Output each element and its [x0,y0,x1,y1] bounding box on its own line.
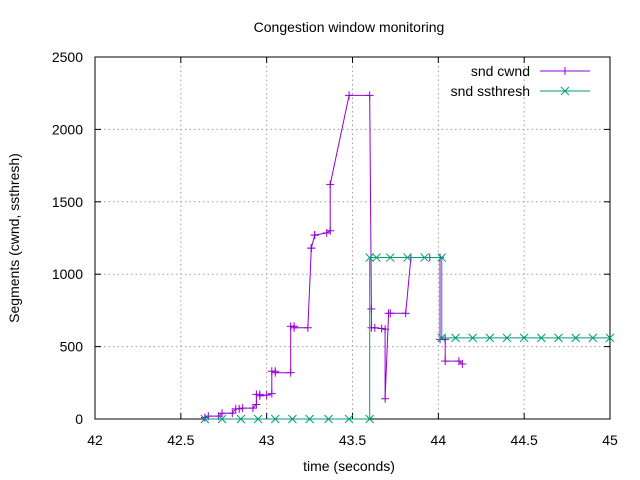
data-point [324,414,333,424]
data-point [365,414,375,424]
data-point [307,244,316,253]
data-point [420,253,429,262]
data-point [485,333,495,343]
data-point [228,409,237,418]
data-point [270,414,280,424]
data-point [441,335,450,344]
series-ssthresh [200,253,615,424]
y-tick-label: 1000 [52,266,83,282]
data-point [236,414,246,424]
data-point [326,180,335,189]
data-point [345,91,354,100]
data-point [381,394,390,403]
data-point [365,253,375,262]
x-tick-label: 42.5 [167,432,194,448]
data-point [437,333,447,343]
data-point [305,414,314,424]
data-point [554,333,563,343]
data-point [286,368,295,377]
data-point [468,333,478,343]
data-point [200,414,210,424]
legend-marker [561,67,569,75]
data-point [605,333,615,343]
data-point [372,253,381,262]
data-point [288,414,297,424]
data-point [290,323,299,332]
data-point [519,333,529,343]
data-point [502,333,512,343]
data-point [238,404,247,413]
data-point [218,409,227,418]
y-axis-label: Segments (cwnd, ssthresh) [6,153,22,323]
grid-lines [95,57,610,419]
y-tick-label: 1500 [52,194,83,210]
data-point [386,309,395,318]
data-point [451,333,460,343]
data-point [322,228,331,237]
x-tick-label: 43 [259,432,275,448]
data-point [377,324,386,333]
axis-tick-labels: 42 42.5 43 43.5 44 44.5 45 0 500 1000 1500 2000 2500 [52,49,618,448]
series-cwnd [200,91,467,422]
data-point [437,253,447,262]
x-tick-label: 44.5 [511,432,538,448]
data-point [365,91,374,100]
data-point [267,389,276,398]
x-tick-label: 43.5 [339,432,366,448]
data-point [367,304,376,313]
data-point [271,368,280,377]
y-tick-label: 0 [75,411,83,427]
data-point [217,414,227,424]
data-point [381,325,390,334]
data-point [252,400,261,409]
data-point [200,413,209,422]
x-axis-label: time (seconds) [303,458,395,474]
data-point [310,231,319,240]
data-point [344,414,354,424]
legend-marker [560,86,570,96]
legend-label: snd ssthresh [451,83,530,99]
legend-label: snd cwnd [471,63,530,79]
data-point [536,333,546,343]
legend: snd cwnd snd ssthresh [451,63,590,99]
data-point [403,253,412,262]
data-point [571,333,581,343]
data-point [370,323,379,332]
data-point [262,391,271,400]
data-point [303,323,312,332]
y-tick-label: 500 [60,339,84,355]
y-tick-label: 2500 [52,49,83,65]
data-point [326,226,335,235]
data-point [235,404,244,413]
chart-title: Congestion window monitoring [254,19,445,35]
x-tick-label: 45 [602,432,618,448]
x-tick-label: 44 [431,432,447,448]
series-layer [200,91,615,424]
y-tick-label: 2000 [52,121,83,137]
data-point [401,309,410,318]
data-point [441,357,450,366]
x-tick-label: 42 [87,432,103,448]
data-point [253,414,263,424]
data-point [248,404,257,413]
data-point [588,333,598,343]
data-point [458,359,467,368]
data-point [255,391,264,400]
data-point [385,253,395,262]
